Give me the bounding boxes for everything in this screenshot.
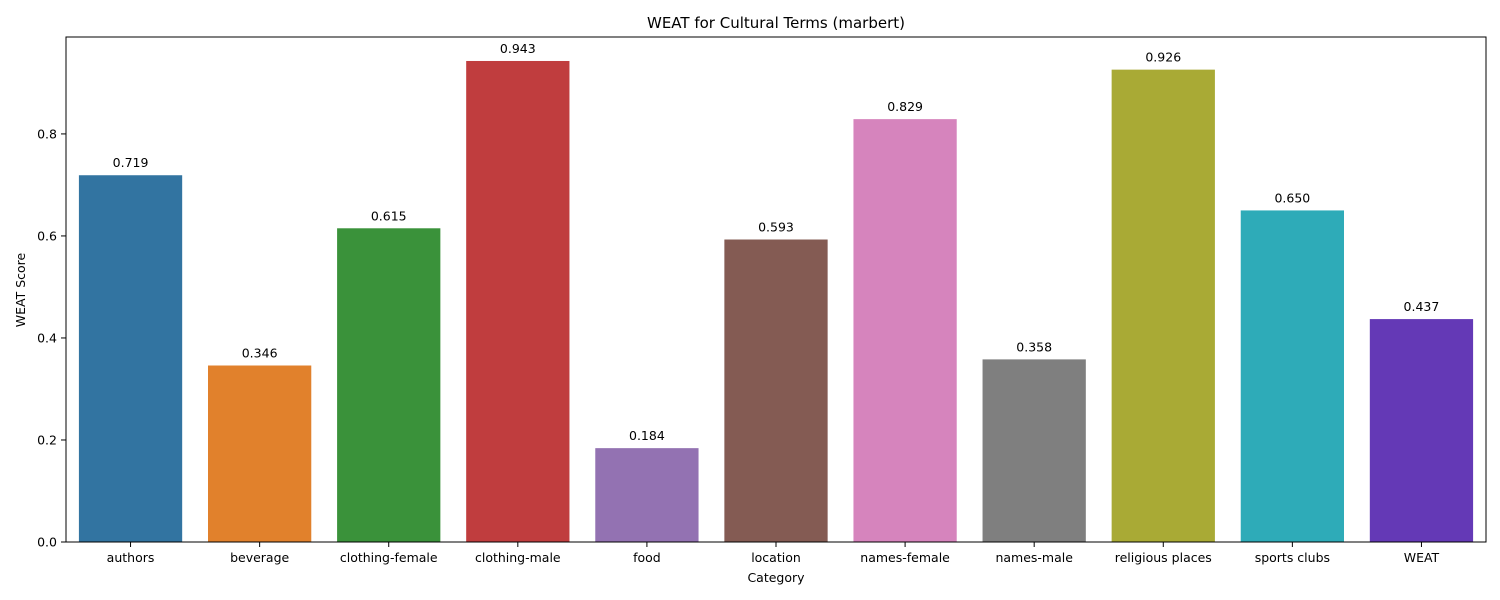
y-tick-label-0: 0.0 [37, 535, 57, 550]
data-label-3: 0.943 [500, 41, 536, 56]
chart-title: WEAT for Cultural Terms (marbert) [647, 14, 905, 32]
y-tick-label-4: 0.8 [37, 126, 57, 141]
x-axis: authors beverage clothing-female clothing-m… [107, 542, 1440, 565]
bar-6 [853, 119, 957, 543]
data-label-2: 0.615 [371, 208, 407, 223]
bar-0 [78, 175, 183, 543]
x-tick-label-6: names-female [860, 550, 950, 565]
x-tick-label-1: beverage [230, 550, 289, 565]
bar-10 [1369, 319, 1474, 542]
data-label-4: 0.184 [629, 428, 665, 443]
bar-2 [337, 228, 441, 542]
data-label-0: 0.719 [113, 155, 149, 170]
x-tick-label-2: clothing-female [340, 550, 438, 565]
bar-1 [208, 365, 312, 542]
data-label-5: 0.593 [758, 220, 794, 235]
bars-group: 0.719 0.346 0.615 0.943 0.184 0.593 0.829 0.358… [78, 41, 1474, 543]
y-tick-label-1: 0.2 [37, 432, 57, 447]
x-tick-label-3: clothing-male [475, 550, 561, 565]
x-tick-label-8: religious places [1115, 550, 1212, 565]
x-tick-label-9: sports clubs [1255, 550, 1330, 565]
x-tick-label-5: location [751, 550, 801, 565]
x-tick-label-7: names-male [995, 550, 1073, 565]
y-axis: 0.0 0.2 0.4 0.6 0.8 [37, 126, 66, 550]
bar-5 [724, 239, 828, 542]
data-label-6: 0.829 [887, 99, 923, 114]
y-tick-label-2: 0.4 [37, 330, 57, 345]
data-label-7: 0.358 [1016, 339, 1052, 354]
data-label-1: 0.346 [242, 346, 278, 361]
x-tick-label-0: authors [107, 550, 155, 565]
x-tick-label-10: WEAT [1404, 550, 1440, 565]
bar-7 [982, 359, 1086, 542]
x-tick-label-4: food [633, 550, 661, 565]
x-axis-title: Category [747, 570, 805, 585]
bar-9 [1240, 210, 1344, 543]
bar-8 [1111, 69, 1215, 543]
y-tick-label-3: 0.6 [37, 228, 57, 243]
data-label-8: 0.926 [1145, 50, 1181, 65]
y-axis-title: WEAT Score [13, 252, 28, 327]
bar-3 [466, 60, 570, 543]
data-label-9: 0.650 [1274, 190, 1310, 205]
plot-frame [65, 36, 1487, 543]
data-label-10: 0.437 [1404, 299, 1440, 314]
bar-4 [595, 448, 699, 542]
